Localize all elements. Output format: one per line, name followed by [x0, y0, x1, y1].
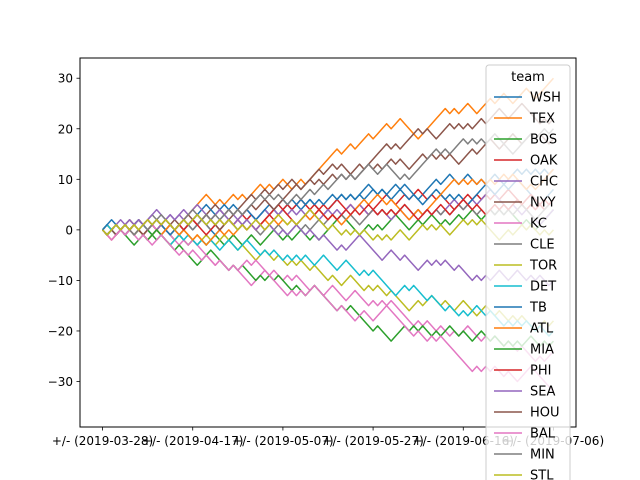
y-axis: −30 −20 −10 0 10 20 30 — [48, 72, 80, 389]
y-tick-label: 20 — [58, 122, 73, 136]
series-line-stl — [101, 208, 555, 241]
legend-label-bal: BAL — [530, 427, 556, 442]
x-axis: +/- (2019-03-28)+/- (2019-04-17)+/- (201… — [52, 427, 604, 448]
x-tick-label: +/- (2019-04-17) — [142, 434, 243, 448]
legend-label-hou: HOU — [530, 406, 560, 421]
legend: team WSH TEX BOS OAK CHC NYY KC CLE TOR DET TB ATL MI… — [485, 64, 571, 480]
legend-label-cle: CLE — [530, 238, 555, 253]
legend-title: team — [511, 70, 545, 85]
x-tick-label: +/- (2019-05-07) — [232, 434, 333, 448]
legend-label-tor: TOR — [529, 259, 557, 274]
legend-label-tb: TB — [529, 301, 547, 316]
series-line-bal — [101, 229, 555, 393]
series-line-sea — [101, 203, 555, 287]
series-line-kc — [101, 224, 555, 363]
y-tick-label: −20 — [48, 324, 73, 338]
legend-box — [485, 64, 571, 480]
axes-frame — [79, 57, 577, 428]
y-tick-label: 10 — [58, 173, 73, 187]
plot-lines — [101, 77, 555, 393]
x-tick-label: +/- (2019-05-27) — [322, 434, 423, 448]
legend-label-nyy: NYY — [530, 196, 556, 211]
legend-label-chc: CHC — [530, 175, 558, 190]
x-tick-label: +/- (2019-03-28) — [52, 434, 153, 448]
y-tick-label: −10 — [48, 274, 73, 288]
legend-label-tex: TEX — [529, 112, 555, 127]
legend-label-min: MIN — [530, 448, 555, 463]
series-line-det — [101, 224, 555, 337]
legend-label-sea: SEA — [530, 385, 555, 400]
legend-label-det: DET — [530, 280, 556, 295]
legend-label-phi: PHI — [530, 364, 551, 379]
legend-label-atl: ATL — [530, 322, 554, 337]
legend-label-mia: MIA — [530, 343, 554, 358]
y-tick-label: 30 — [58, 72, 73, 86]
y-tick-label: 0 — [65, 223, 73, 237]
series-line-nyy — [101, 102, 555, 236]
legend-label-bos: BOS — [530, 133, 557, 148]
y-tick-label: −30 — [48, 375, 73, 389]
legend-label-stl: STL — [530, 469, 554, 480]
legend-label-oak: OAK — [530, 154, 558, 169]
legend-label-wsh: WSH — [530, 91, 561, 106]
legend-label-kc: KC — [530, 217, 547, 232]
